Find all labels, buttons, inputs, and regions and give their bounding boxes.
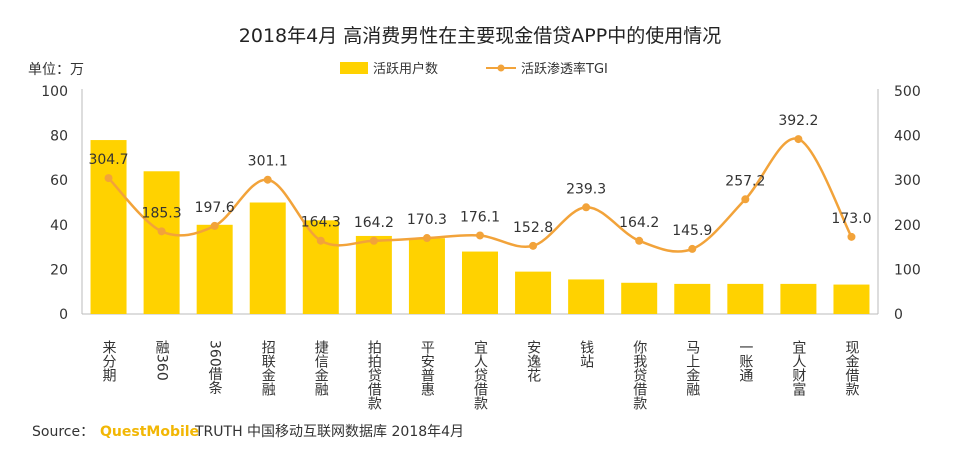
source-rest: TRUTH 中国移动互联网数据库 2018年4月	[194, 424, 464, 440]
bar-active-users	[727, 283, 764, 314]
tgi-point	[422, 234, 431, 243]
x-axis-category-label: 现金借款	[843, 340, 859, 396]
chart-title: 2018年4月 高消费男性在主要现金借贷APP中的使用情况	[239, 25, 721, 47]
right-axis: 0 100 200 300 400 500	[877, 84, 921, 323]
tgi-point	[369, 236, 378, 245]
tgi-data-label: 304.7	[88, 152, 128, 168]
bars	[90, 140, 870, 314]
x-axis-category-label: 一账通	[737, 340, 753, 383]
tgi-data-label: 164.2	[619, 215, 659, 231]
tgi-data-label: 239.3	[566, 181, 606, 197]
x-axis-category-label: 宜人贷借款	[472, 340, 488, 410]
tgi-data-label: 176.1	[460, 209, 500, 225]
x-axis-category-label: 360借条	[207, 340, 223, 395]
x-axis-category-label: 宜人财富	[790, 340, 806, 396]
legend-bar-swatch	[340, 62, 368, 74]
bar-active-users	[408, 238, 445, 314]
bar-active-users	[249, 202, 286, 314]
category-labels: 来分期 融360 360借条 招联金融 捷信金融 拍拍贷借款 平安普惠 宜人贷借款 安逸花 钱站 你…	[101, 340, 860, 410]
x-axis-category-label: 融360	[154, 340, 170, 381]
bar-active-users	[621, 282, 658, 314]
tgi-data-label: 170.3	[407, 212, 447, 228]
tgi-data-label: 164.2	[354, 215, 394, 231]
source-note: Source： QuestMobile TRUTH 中国移动互联网数据库 201…	[32, 424, 464, 440]
legend-bar-label: 活跃用户数	[373, 61, 438, 77]
legend: 活跃用户数 活跃渗透率TGI	[340, 61, 608, 77]
tgi-data-label: 257.2	[725, 173, 765, 189]
tgi-point	[316, 236, 325, 245]
tgi-point	[688, 244, 697, 253]
tgi-data-label: 173.0	[831, 211, 871, 227]
tgi-point	[582, 203, 591, 212]
left-axis-tick-label: 0	[59, 307, 68, 323]
x-axis-category-label: 来分期	[101, 340, 117, 383]
left-axis-tick-label: 80	[50, 129, 68, 145]
bar-active-users	[515, 271, 552, 314]
tgi-data-label: 197.6	[195, 200, 235, 216]
right-axis-tick-label: 300	[894, 173, 921, 189]
tgi-data-label: 152.8	[513, 220, 553, 236]
tgi-data-label: 392.2	[778, 113, 818, 129]
bar-active-users	[674, 283, 711, 314]
left-axis-tick-label: 60	[50, 173, 68, 189]
legend-line-marker	[497, 64, 505, 72]
tgi-line-layer: 304.7 185.3 197.6 301.1 164.3 164.2 170.3 176.1…	[88, 113, 872, 253]
legend-line-label: 活跃渗透率TGI	[521, 61, 608, 77]
tgi-data-label: 185.3	[142, 205, 182, 221]
unit-label: 单位：万	[28, 62, 84, 78]
right-axis-tick-label: 0	[894, 307, 903, 323]
x-axis-category-label: 招联金融	[260, 340, 276, 396]
bar-active-users	[302, 220, 339, 314]
tgi-point	[104, 174, 113, 183]
right-axis-tick-label: 400	[894, 129, 921, 145]
tgi-point	[635, 236, 644, 245]
x-axis-category-label: 你我贷借款	[631, 340, 647, 410]
right-axis-tick-label: 200	[894, 218, 921, 234]
tgi-point	[794, 135, 803, 144]
source-brand: QuestMobile	[100, 424, 199, 440]
tgi-point	[529, 241, 538, 250]
x-axis-category-label: 钱站	[578, 340, 594, 368]
tgi-point	[741, 195, 750, 204]
tgi-point	[210, 221, 219, 230]
bar-active-users	[90, 140, 127, 314]
left-axis-tick-label: 100	[41, 84, 68, 100]
bar-active-users	[462, 251, 498, 314]
bar-active-users	[833, 284, 870, 314]
tgi-point	[263, 175, 272, 184]
right-axis-tick-label: 100	[894, 262, 921, 278]
x-axis-category-label: 安逸花	[525, 340, 541, 383]
bar-active-users	[568, 279, 605, 314]
left-axis-tick-label: 20	[50, 262, 68, 278]
x-axis-category-label: 平安普惠	[419, 340, 435, 396]
tgi-point	[476, 231, 484, 240]
x-axis-category-label: 捷信金融	[313, 340, 329, 396]
x-axis-category-label: 拍拍贷借款	[366, 340, 382, 410]
left-axis-tick-label: 40	[50, 218, 68, 234]
x-axis-category-label: 马上金融	[684, 340, 700, 396]
bar-active-users	[143, 171, 180, 314]
tgi-data-label: 164.3	[301, 215, 341, 231]
bar-active-users	[355, 235, 392, 314]
tgi-point	[157, 227, 166, 236]
right-axis-tick-label: 500	[894, 84, 921, 100]
tgi-data-label: 145.9	[672, 223, 712, 239]
bar-active-users	[780, 283, 817, 314]
tgi-point	[847, 232, 856, 241]
tgi-data-label: 301.1	[248, 154, 288, 170]
source-prefix: Source：	[32, 424, 94, 440]
bar-active-users	[196, 224, 233, 314]
